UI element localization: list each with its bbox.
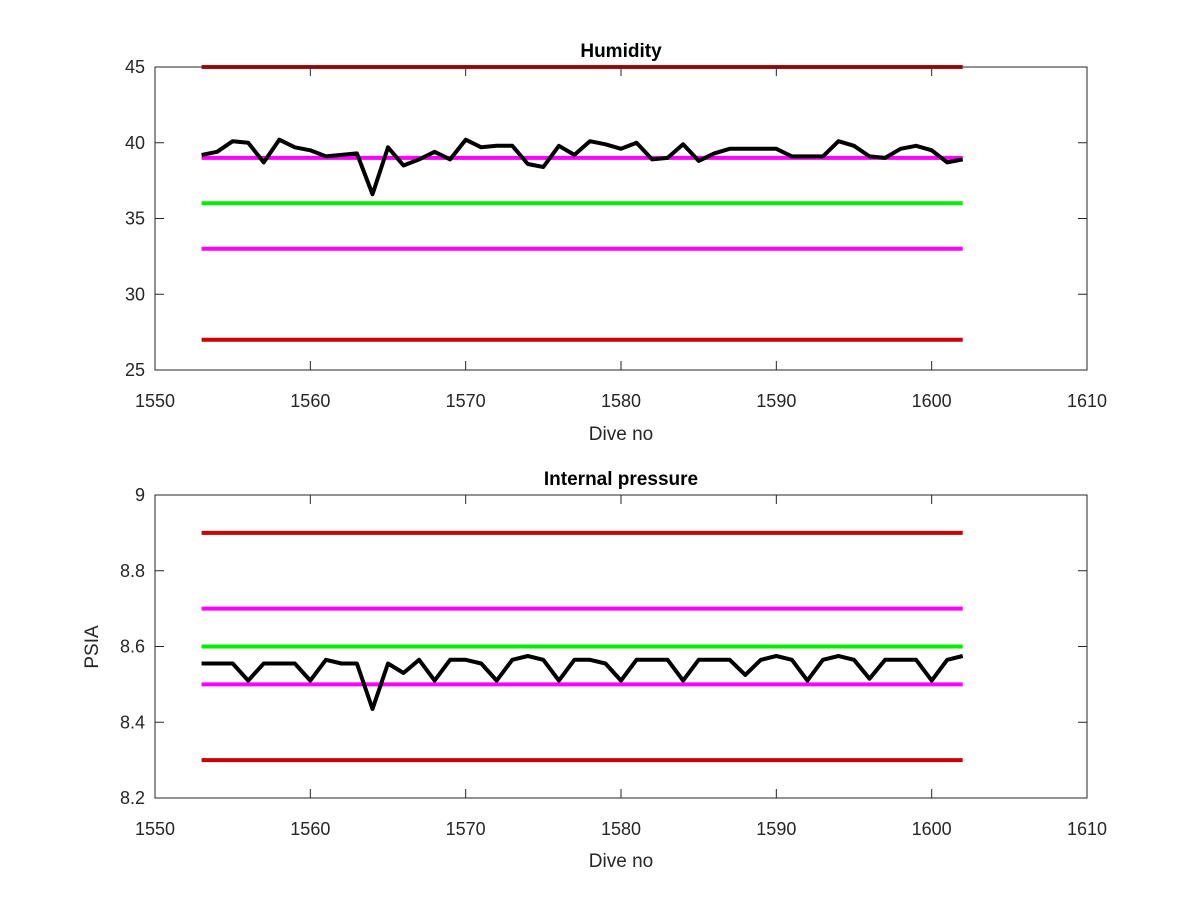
pressure-x-tick-label: 1560: [290, 819, 330, 839]
pressure-y-tick-label: 9: [135, 485, 145, 505]
pressure-y-axis-label: PSIA: [82, 625, 103, 669]
humidity-y-tick-label: 25: [125, 360, 145, 380]
humidity-x-tick-label: 1600: [912, 391, 952, 411]
pressure-x-tick-label: 1610: [1067, 819, 1107, 839]
humidity-x-tick-label: 1590: [756, 391, 796, 411]
pressure-series-group: [201, 530, 964, 763]
pressure-series-line-5: [201, 654, 964, 711]
humidity-plot: 1550 1560 1570 1580 1590 1600 1610 25 30 35 40 45 H…: [125, 41, 1107, 445]
pressure-plot: 1550 1560 1570 1580 1590 1600 1610 8.2 8.4 8.6 8.8…: [82, 469, 1107, 872]
humidity-ticks: 1550 1560 1570 1580 1590 1600 1610 25 30 35 40 45: [125, 57, 1107, 411]
humidity-x-tick-label: 1550: [135, 391, 175, 411]
pressure-x-tick-label: 1590: [756, 819, 796, 839]
pressure-x-tick-label: 1600: [912, 819, 952, 839]
humidity-series-line-5: [201, 137, 964, 197]
pressure-ticks: 1550 1560 1570 1580 1590 1600 1610 8.2 8.4 8.6 8.8…: [120, 485, 1107, 839]
humidity-y-tick-label: 45: [125, 57, 145, 77]
pressure-title: Internal pressure: [544, 469, 698, 490]
humidity-x-tick-label: 1580: [601, 391, 641, 411]
humidity-y-tick-label: 30: [125, 284, 145, 304]
humidity-title: Humidity: [580, 41, 662, 62]
pressure-x-axis-label: Dive no: [589, 851, 653, 872]
humidity-x-tick-label: 1560: [290, 391, 330, 411]
pressure-y-tick-label: 8.6: [120, 637, 145, 657]
pressure-y-tick-label: 8.8: [120, 561, 145, 581]
humidity-y-tick-label: 40: [125, 133, 145, 153]
humidity-x-axis-label: Dive no: [589, 424, 653, 445]
pressure-y-tick-label: 8.4: [120, 712, 145, 732]
pressure-x-tick-label: 1570: [446, 819, 486, 839]
pressure-x-tick-label: 1580: [601, 819, 641, 839]
humidity-plot-area: [155, 67, 1087, 370]
humidity-x-tick-label: 1570: [446, 391, 486, 411]
humidity-x-tick-label: 1610: [1067, 391, 1107, 411]
pressure-x-tick-label: 1550: [135, 819, 175, 839]
humidity-y-tick-label: 35: [125, 209, 145, 229]
pressure-y-tick-label: 8.2: [120, 788, 145, 808]
